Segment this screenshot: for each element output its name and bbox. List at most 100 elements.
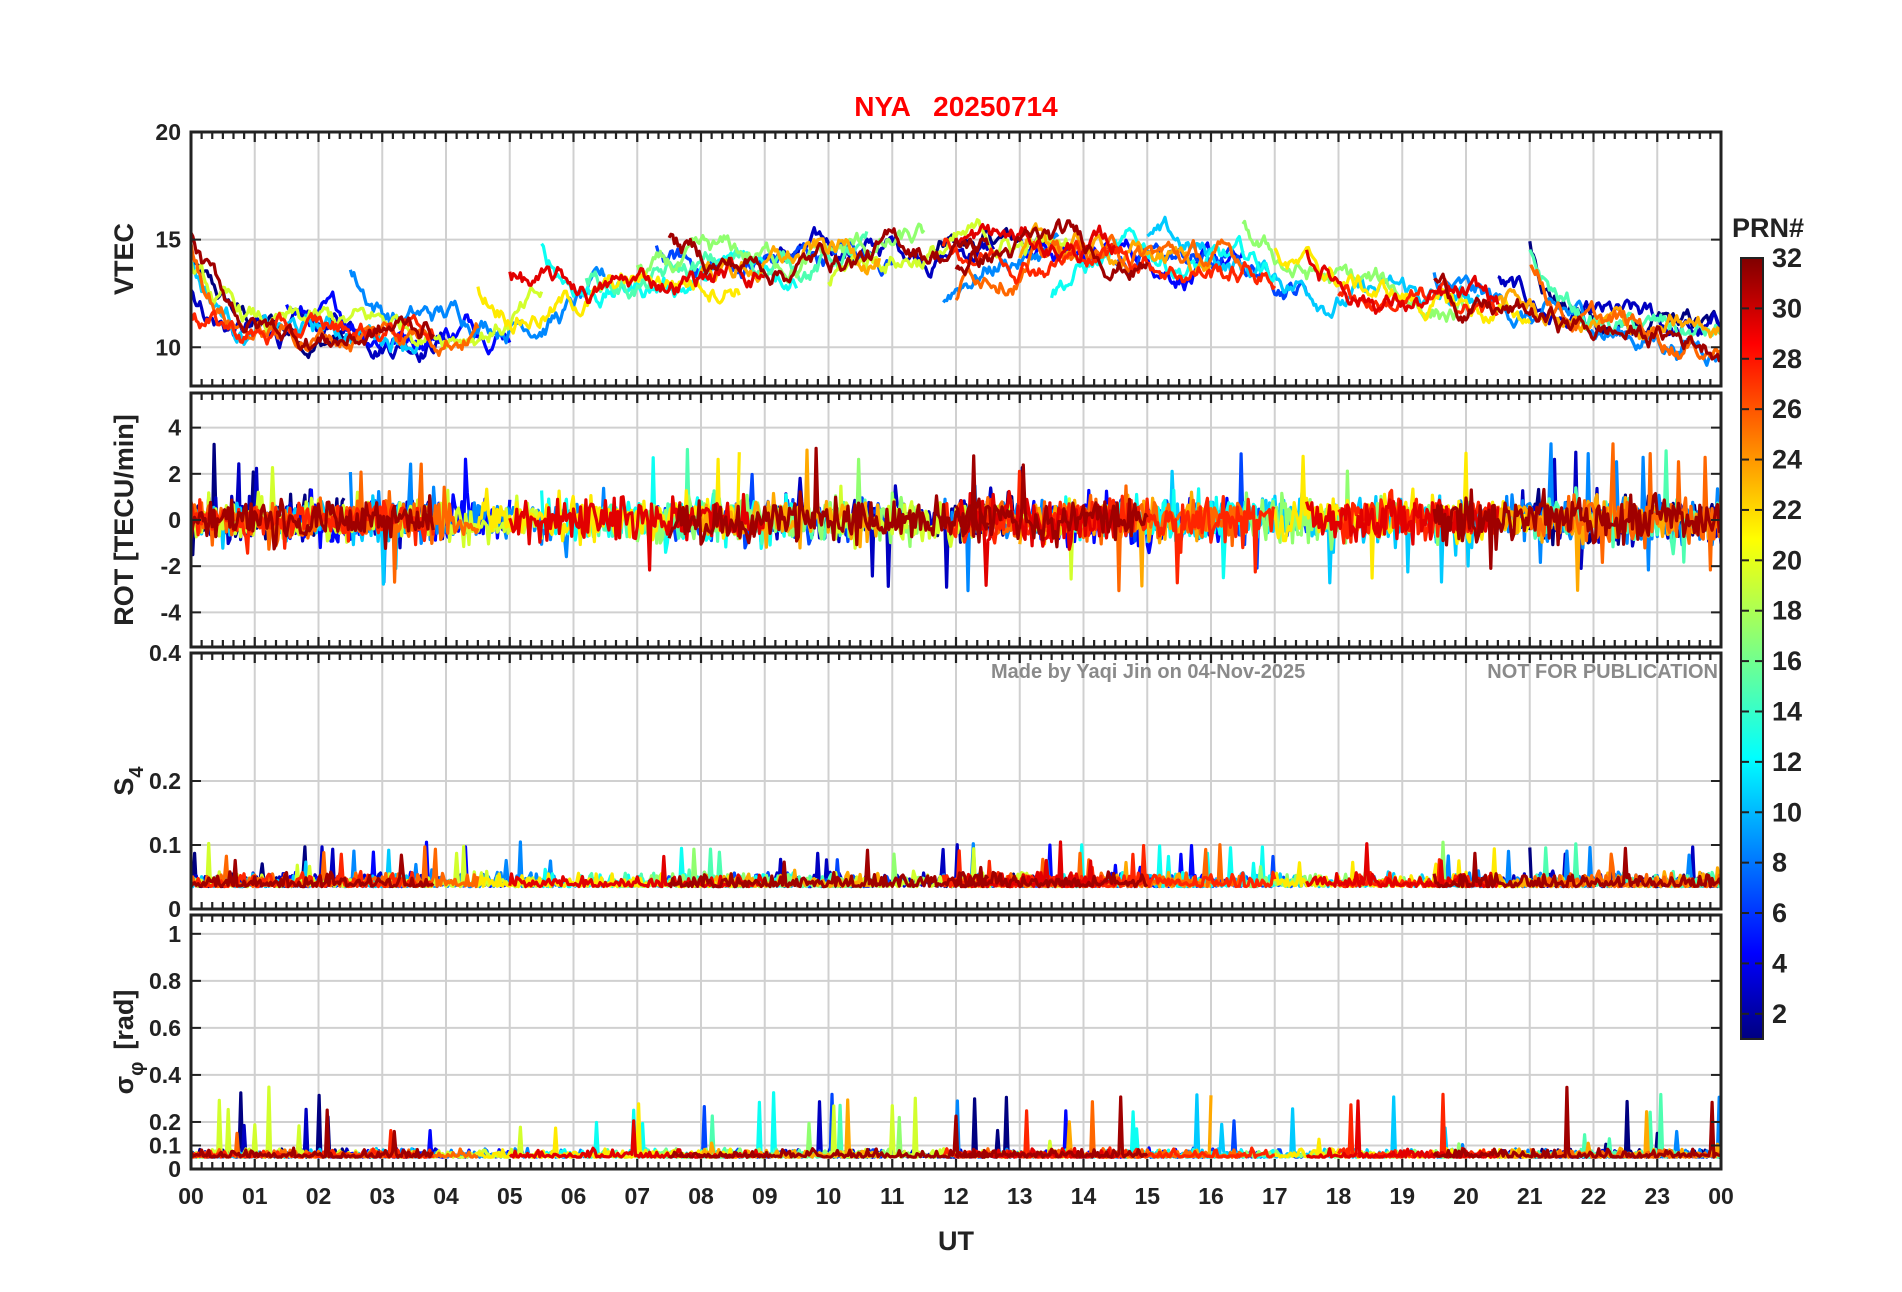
colorbar-tick-label: 24 [1772,445,1802,475]
panel-vtec: 10 15 20 VTEC [109,119,1723,388]
series-prn-9 [348,266,606,345]
rot-y-tick-label: 4 [168,415,181,441]
vtec-y-axis-label: VTEC [109,223,139,295]
colorbar-gradient [1740,257,1764,1040]
series-prn-21 [1273,245,1532,325]
x-tick-label: 12 [943,1183,969,1209]
x-tick-label: 22 [1581,1183,1607,1209]
colorbar-tick-label: 30 [1772,293,1802,323]
sigma-y-tick-label: 0 [168,1156,181,1182]
colorbar-tick-label: 6 [1772,898,1787,928]
s4-y-axis-label: S4 [109,766,148,796]
series-prn-31 [191,232,435,352]
series-prn-29 [508,256,765,305]
x-tick-label: 05 [497,1183,523,1209]
figure-title: NYA 20250714 [854,91,1058,122]
x-tick-label: 04 [433,1183,459,1209]
series-prn-31 [667,848,990,889]
x-tick-label: 18 [1326,1183,1352,1209]
x-axis-label: UT [938,1226,974,1256]
vtec-series-group [191,215,1721,367]
s4-y-tick-label: 0.4 [149,640,181,666]
x-tick-label: 14 [1071,1183,1097,1209]
series-prn-31 [1432,487,1721,570]
series-prn-31 [954,218,1149,282]
series-prn-9 [1432,272,1721,367]
x-tick-label: 17 [1262,1183,1288,1209]
series-prn-31 [668,1114,990,1159]
sigma-y-tick-label: 0.4 [149,1062,181,1088]
series-prn-13 [540,1091,798,1159]
vtec-y-tick-label: 20 [155,119,181,145]
panel-sigma: 00.10.2 0.4 0.6 0.8 1 σφ[rad] [109,913,1723,1182]
watermark-notice: NOT FOR PUBLICATION [1487,661,1718,683]
series-prn-11 [1147,1093,1481,1159]
series-prn-19 [191,260,544,349]
series-prn-31 [1433,272,1721,363]
colorbar-tick-label: 2 [1772,999,1787,1029]
x-tick-label: 10 [816,1183,842,1209]
sigma-y-tick-label: 1 [168,921,181,947]
x-tick-label: 13 [1007,1183,1033,1209]
panel-s4: 0 0.1 0.2 0.4 S4 [109,640,1723,922]
x-tick-label: 00 [1708,1183,1734,1209]
watermark-author: Made by Yaqi Jin on 04-Nov-2025 [991,661,1305,683]
x-tick-label: 03 [369,1183,395,1209]
sigma-y-tick-label: 0.6 [149,1015,181,1041]
s4-series-group [191,840,1721,889]
series-prn-29 [1305,249,1500,315]
colorbar-tick-label: 22 [1772,495,1802,525]
x-tick-label: 07 [624,1183,650,1209]
rot-series-group [191,442,1721,593]
x-tick-label: 20 [1453,1183,1479,1209]
panel-rot: -4 -2 0 2 4 ROT [TECU/min] [109,391,1723,649]
rot-y-tick-label: -4 [161,599,182,625]
colorbar-tick-label: 12 [1772,747,1802,777]
series-prn-31 [667,227,990,286]
colorbar-tick-label: 8 [1772,848,1787,878]
series-prn-23 [699,237,882,283]
sigma-y-tick-label: 0.1 [149,1132,181,1158]
colorbar-tick-label: 26 [1772,394,1802,424]
colorbar-tick-label: 18 [1772,596,1802,626]
sigma-y-tick-label: 0.8 [149,968,181,994]
x-tick-label: 15 [1134,1183,1160,1209]
rot-y-tick-label: 2 [168,461,181,487]
s4-y-tick-label: 0.1 [149,832,181,858]
x-tick-label: 01 [242,1183,268,1209]
x-tick-label: 06 [561,1183,587,1209]
x-tick-label: 08 [688,1183,714,1209]
series-prn-23 [699,1098,881,1159]
series-prn-31 [954,1095,1149,1159]
series-prn-31 [191,853,435,889]
x-tick-label: 23 [1644,1183,1670,1209]
series-prn-9 [1432,1095,1721,1159]
colorbar-tick-label: 4 [1772,948,1787,978]
x-tick-label: 11 [880,1183,905,1209]
series-prn-27 [1337,1092,1498,1159]
series-prn-31 [1432,846,1721,889]
rot-y-tick-label: -2 [161,553,181,579]
sigma-y-axis-label: σφ[rad] [109,990,148,1095]
vtec-y-tick-label: 15 [155,227,181,253]
colorbar-tick-label: 16 [1772,646,1802,676]
x-tick-label: 16 [1198,1183,1224,1209]
x-tick-label: 21 [1517,1183,1543,1209]
sigma-y-tick-label: 0.2 [149,1109,181,1135]
series-prn-31 [191,1108,434,1159]
series-prn-31 [954,865,1149,889]
colorbar-tick-label: 32 [1772,243,1802,273]
series-prn-29 [508,854,766,889]
vtec-y-tick-label: 10 [155,334,181,360]
colorbar-label: PRN# [1732,213,1804,243]
colorbar-tick-label: 20 [1772,545,1802,575]
x-tick-label: 19 [1389,1183,1415,1209]
series-prn-31 [667,446,990,547]
series-prn-21 [476,452,741,547]
sigma-series-group [191,1085,1721,1159]
x-tick-label: 09 [752,1183,778,1209]
colorbar-tick-label: 10 [1772,797,1802,827]
